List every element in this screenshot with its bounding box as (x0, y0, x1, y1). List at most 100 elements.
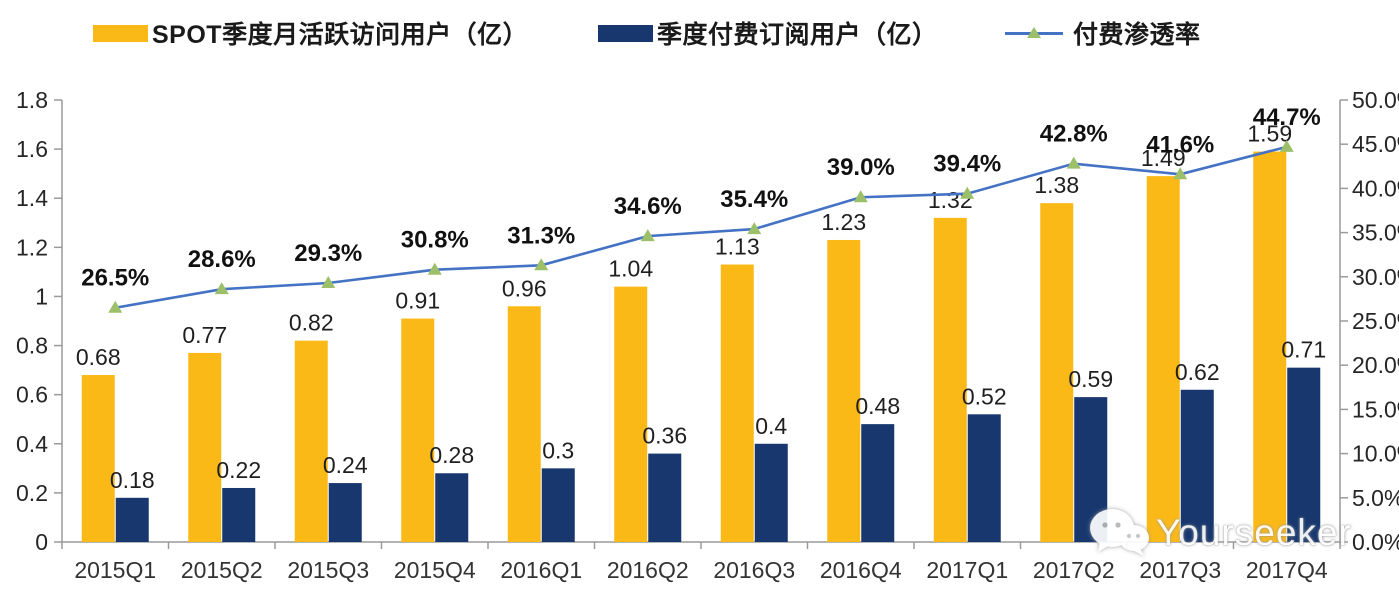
x-axis-category-label: 2015Q1 (74, 557, 156, 583)
bar-subs (861, 424, 895, 542)
left-axis-tick-label: 1.2 (16, 234, 48, 260)
left-axis-tick-label: 1.8 (16, 87, 48, 113)
bar-mau-value-label: 0.96 (502, 275, 547, 301)
penetration-value-label: 39.4% (933, 151, 1001, 178)
bar-mau (401, 318, 435, 542)
left-axis-tick-label: 0 (35, 529, 48, 555)
penetration-value-label: 39.0% (827, 154, 895, 181)
bar-subs-value-label: 0.52 (962, 383, 1007, 409)
bar-mau-value-label: 0.82 (289, 310, 334, 336)
legend-item-subs: 季度付费订阅用户（亿） (598, 18, 938, 49)
bar-subs (648, 453, 682, 542)
right-axis-tick-label: 40.0% (1352, 175, 1399, 201)
penetration-marker (108, 300, 123, 313)
bar-mau-value-label: 1.13 (715, 234, 760, 260)
penetration-marker (853, 190, 868, 203)
bar-mau (720, 264, 754, 542)
x-axis-category-label: 2017Q2 (1033, 557, 1115, 583)
bar-subs (541, 468, 575, 542)
bar-mau (294, 340, 328, 542)
legend-label-subs: 季度付费订阅用户（亿） (657, 21, 938, 49)
bar-subs (754, 443, 788, 542)
left-axis-tick-label: 1.6 (16, 136, 48, 162)
bar-subs (1074, 397, 1108, 542)
x-axis-category-label: 2016Q3 (713, 557, 795, 583)
penetration-value-label: 44.7% (1253, 104, 1321, 131)
x-axis-category-label: 2017Q4 (1246, 557, 1328, 583)
right-axis-tick-label: 10.0% (1352, 441, 1399, 467)
bar-subs-value-label: 0.59 (1068, 366, 1113, 392)
penetration-value-label: 28.6% (188, 246, 256, 273)
bar-subs (967, 414, 1001, 542)
bar-subs (1180, 389, 1214, 542)
penetration-value-label: 34.6% (614, 193, 682, 220)
bar-subs-value-label: 0.71 (1281, 337, 1326, 363)
subs-bar-swatch-icon (598, 24, 653, 42)
bar-mau-value-label: 1.23 (821, 209, 866, 235)
right-axis-tick-label: 35.0% (1352, 220, 1399, 246)
penetration-line (115, 145, 1288, 310)
bar-mau (507, 306, 541, 542)
bar-mau (81, 375, 115, 542)
bar-subs (115, 497, 149, 542)
bar-subs (222, 487, 256, 542)
bar-mau-value-label: 1.59 (1247, 121, 1292, 147)
legend-label-mau: SPOT季度月活跃访问用户（亿） (152, 21, 529, 49)
penetration-marker (427, 262, 442, 275)
bar-mau (188, 352, 222, 542)
right-axis-tick-label: 0.0% (1352, 529, 1399, 555)
x-axis-category-label: 2015Q4 (394, 557, 476, 583)
x-axis-category-label: 2016Q1 (500, 557, 582, 583)
bar-mau (827, 239, 861, 542)
bar-mau (1146, 176, 1180, 542)
bar-mau (614, 286, 648, 542)
penetration-value-label: 42.8% (1040, 121, 1108, 148)
penetration-value-label: 41.6% (1146, 131, 1214, 158)
penetration-marker (214, 282, 229, 295)
right-axis-tick-label: 15.0% (1352, 396, 1399, 422)
legend-item-mau: SPOT季度月活跃访问用户（亿） (93, 18, 529, 49)
penetration-marker (747, 222, 762, 235)
bar-subs-value-label: 0.4 (755, 413, 787, 439)
bar-subs (435, 473, 469, 542)
penetration-value-label: 31.3% (507, 222, 575, 249)
left-axis-tick-label: 0.2 (16, 480, 48, 506)
bar-mau-value-label: 1.38 (1034, 172, 1079, 198)
x-axis-category-label: 2015Q2 (181, 557, 263, 583)
bar-subs-value-label: 0.18 (110, 467, 155, 493)
bar-subs (1287, 367, 1321, 542)
mau-bar-swatch-icon (93, 24, 148, 42)
penetration-value-label: 29.3% (294, 240, 362, 267)
bar-subs-value-label: 0.36 (642, 423, 687, 449)
bar-mau (1253, 151, 1287, 543)
penetration-marker (960, 186, 975, 199)
left-axis-tick-label: 0.4 (16, 431, 48, 457)
right-axis-tick-label: 5.0% (1352, 485, 1399, 511)
bar-mau-value-label: 0.77 (182, 322, 227, 348)
right-axis-tick-label: 45.0% (1352, 131, 1399, 157)
bar-subs-value-label: 0.3 (542, 437, 574, 463)
penetration-marker (640, 229, 655, 242)
right-axis-tick-label: 20.0% (1352, 352, 1399, 378)
bar-mau (1040, 203, 1074, 542)
penetration-line-swatch-icon (1005, 25, 1063, 42)
bar-subs (328, 483, 362, 542)
right-axis-tick-label: 25.0% (1352, 308, 1399, 334)
bar-mau-value-label: 0.91 (395, 288, 440, 314)
penetration-value-label: 30.8% (401, 227, 469, 254)
right-axis-tick-label: 50.0% (1352, 87, 1399, 113)
legend-label-penetration: 付费渗透率 (1073, 21, 1201, 49)
bar-mau (933, 217, 967, 542)
penetration-marker (534, 258, 549, 271)
x-axis-category-label: 2015Q3 (287, 557, 369, 583)
penetration-marker (321, 275, 336, 288)
penetration-value-label: 35.4% (720, 186, 788, 213)
bar-subs-value-label: 0.24 (323, 452, 368, 478)
penetration-marker (1173, 167, 1188, 180)
penetration-marker (1066, 156, 1081, 169)
bar-mau-value-label: 1.04 (608, 256, 653, 282)
x-axis-category-label: 2017Q1 (926, 557, 1008, 583)
left-axis-tick-label: 0.6 (16, 382, 48, 408)
